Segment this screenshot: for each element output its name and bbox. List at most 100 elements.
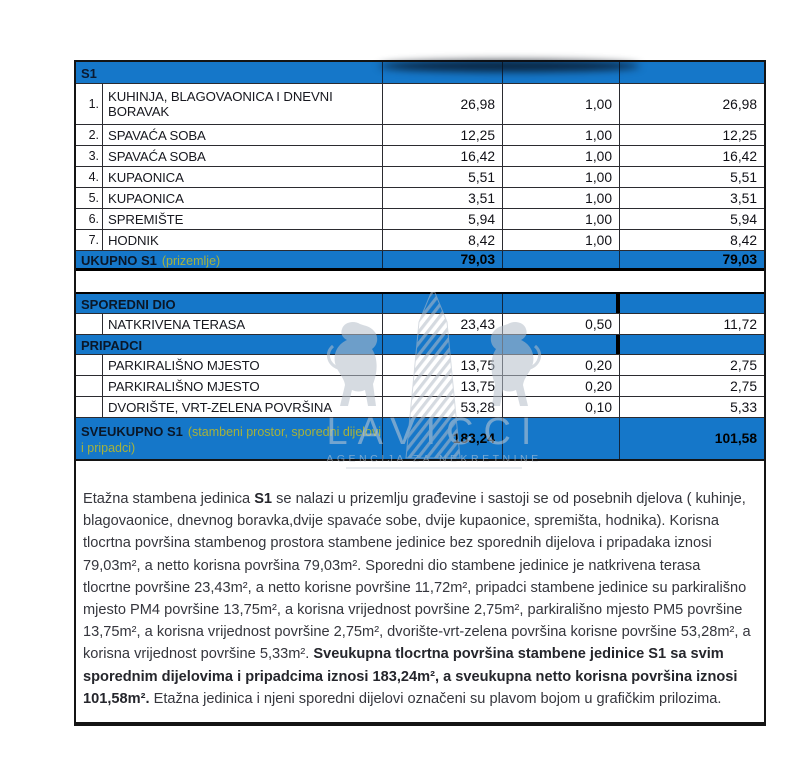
cell-room-name: SPREMIŠTE: [103, 209, 383, 229]
cell-area: 3,51: [383, 188, 503, 208]
cell-useful-value: [620, 62, 764, 83]
cell-useful-value: 8,42: [730, 232, 757, 248]
cell-coefficient: 0,50: [503, 314, 620, 334]
total-row: UKUPNO S1 (prizemlje) 79,03 79,03: [76, 251, 764, 271]
header-row: S1: [76, 62, 764, 84]
row-note: (prizemlje): [161, 254, 221, 268]
row-label: S1: [76, 62, 383, 83]
cell-room-name: NATKRIVENA TERASA: [103, 314, 383, 334]
cell-coefficient: 1,00: [503, 146, 620, 166]
cell-number: [76, 355, 103, 375]
cell-useful-value: 5,51: [730, 169, 757, 185]
cell-number: 2.: [76, 125, 103, 145]
cell-coefficient: 1,00: [503, 84, 620, 124]
cell-number: [76, 397, 103, 417]
cell-useful-value: 16,42: [722, 148, 757, 164]
cell-useful-value: 5,94: [730, 211, 757, 227]
cell-coefficient: 1,00: [503, 209, 620, 229]
row-label: UKUPNO S1 (prizemlje): [76, 251, 383, 268]
row-label: SPOREDNI DIO: [76, 294, 383, 313]
cell-useful-value: 2,75: [730, 378, 757, 394]
table-row: NATKRIVENA TERASA 23,43 0,50 11,72: [76, 314, 764, 335]
table-row: 2. SPAVAĆA SOBA 12,25 1,00 12,25: [76, 125, 764, 146]
cell-room-name: PARKIRALIŠNO MJESTO: [103, 355, 383, 375]
cell-useful-value: 26,98: [722, 96, 757, 112]
cell-room-name: KUPAONICA: [103, 188, 383, 208]
cell-area: [383, 294, 503, 313]
table-row: 4. KUPAONICA 5,51 1,00 5,51: [76, 167, 764, 188]
spacer-row: [76, 271, 764, 294]
cell-area: 26,98: [383, 84, 503, 124]
cell-area: 23,43: [383, 314, 503, 334]
table-row: 1. KUHINJA, BLAGOVAONICA I DNEVNI BORAVAK…: [76, 84, 764, 125]
description-box: Etažna stambena jedinica S1 se nalazi u …: [74, 461, 766, 726]
row-label: PRIPADCI: [76, 335, 383, 354]
cell-useful-value: [620, 335, 764, 354]
row-title: S1: [81, 65, 97, 81]
cell-coefficient: 0,20: [503, 376, 620, 396]
cell-area: 8,42: [383, 230, 503, 250]
cell-area: [383, 62, 503, 83]
cell-room-name: PARKIRALIŠNO MJESTO: [103, 376, 383, 396]
cell-area: 79,03: [383, 251, 503, 268]
row-title: UKUPNO S1: [81, 253, 157, 268]
cell-useful-value: 2,75: [730, 357, 757, 373]
section-row: PRIPADCI: [76, 335, 764, 355]
cell-room-name: SPAVAĆA SOBA: [103, 146, 383, 166]
table-row: 3. SPAVAĆA SOBA 16,42 1,00 16,42: [76, 146, 764, 167]
text-segment: Etažna stambena jedinica: [83, 491, 255, 507]
text-segment: Sveukupna tlocrtna površina stambene jed…: [83, 646, 738, 707]
cell-room-name: KUHINJA, BLAGOVAONICA I DNEVNI BORAVAK: [103, 84, 383, 124]
cell-useful-value: 3,51: [730, 190, 757, 206]
cell-coefficient: [503, 294, 620, 313]
cell-useful-value: 101,58: [714, 431, 757, 446]
row-title: SVEUKUPNO S1: [81, 423, 183, 439]
cell-coefficient: 1,00: [503, 125, 620, 145]
text-segment: se nalazi u prizemlju građevine i sastoj…: [83, 491, 751, 663]
cell-useful-value: [620, 294, 764, 313]
cell-area: [383, 335, 503, 354]
cell-coefficient: [503, 251, 620, 268]
table-row: DVORIŠTE, VRT-ZELENA POVRŠINA 53,28 0,10 5,…: [76, 397, 764, 418]
row-label: SVEUKUPNO S1 (stambeni prostor, sporedni …: [76, 418, 383, 459]
table-row: PARKIRALIŠNO MJESTO 13,75 0,20 2,75: [76, 376, 764, 397]
cell-area: 13,75: [383, 355, 503, 375]
cell-number: 5.: [76, 188, 103, 208]
text-segment: Etažna jedinica i njeni sporedni dijelov…: [149, 690, 722, 707]
total-row: SVEUKUPNO S1 (stambeni prostor, sporedni …: [76, 418, 764, 459]
row-title: SPOREDNI DIO: [81, 296, 176, 312]
table-row: PARKIRALIŠNO MJESTO 13,75 0,20 2,75: [76, 355, 764, 376]
cell-number: [76, 376, 103, 396]
cell-coefficient: [503, 418, 620, 459]
cell-coefficient: 0,20: [503, 355, 620, 375]
cell-number: 1.: [76, 84, 103, 124]
cell-number: 4.: [76, 167, 103, 187]
cell-number: 7.: [76, 230, 103, 250]
cell-room-name: DVORIŠTE, VRT-ZELENA POVRŠINA: [103, 397, 383, 417]
cell-useful-value: 5,33: [730, 399, 757, 415]
cell-coefficient: 1,00: [503, 230, 620, 250]
areas-table: S1 1. KUHINJA, BLAGOVAONICA I DNEVNI BORAV…: [74, 60, 766, 461]
cell-number: [76, 314, 103, 334]
cell-number: 3.: [76, 146, 103, 166]
description-text: Etažna stambena jedinica S1 se nalazi u …: [76, 461, 764, 710]
cell-useful-value: 12,25: [722, 127, 757, 143]
table-row: 5. KUPAONICA 3,51 1,00 3,51: [76, 188, 764, 209]
cell-room-name: SPAVAĆA SOBA: [103, 125, 383, 145]
cell-coefficient: 1,00: [503, 167, 620, 187]
cell-area: 183,24: [383, 418, 503, 459]
cell-number: 6.: [76, 209, 103, 229]
row-note: (stambeni prostor, sporedni dijelovi i p…: [81, 424, 382, 455]
table-row: 6. SPREMIŠTE 5,94 1,00 5,94: [76, 209, 764, 230]
cell-useful-value: 79,03: [722, 252, 757, 267]
cell-area: 53,28: [383, 397, 503, 417]
table-row: 7. HODNIK 8,42 1,00 8,42: [76, 230, 764, 251]
row-title: PRIPADCI: [81, 337, 143, 353]
cell-area: 5,51: [383, 167, 503, 187]
cell-area: 12,25: [383, 125, 503, 145]
cell-coefficient: [503, 335, 620, 354]
cell-coefficient: 0,10: [503, 397, 620, 417]
cell-area: 13,75: [383, 376, 503, 396]
cell-area: 16,42: [383, 146, 503, 166]
